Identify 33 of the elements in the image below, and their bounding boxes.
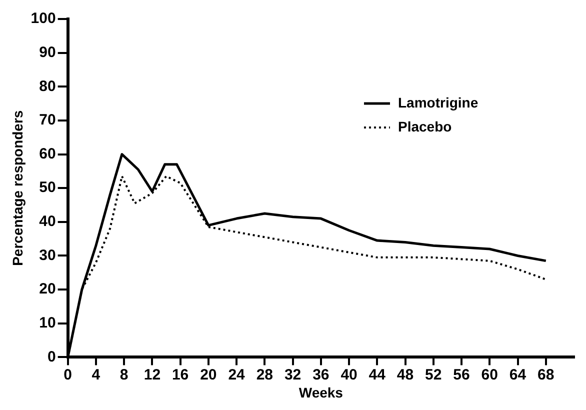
x-tick-label: 16: [172, 366, 189, 384]
y-tick-label: 40: [39, 213, 56, 230]
y-tick-label: 20: [39, 280, 56, 298]
x-tick-label: 64: [509, 366, 527, 384]
y-tick-label: 60: [39, 145, 56, 162]
x-tick-label: 32: [284, 366, 302, 384]
y-tick-label: 90: [39, 44, 56, 61]
x-axis-title: Weeks: [298, 384, 344, 400]
x-tick-label: 8: [120, 366, 128, 384]
y-tick-label: 50: [39, 179, 56, 196]
y-tick-label: 100: [30, 10, 56, 28]
x-tick-label: 52: [425, 366, 442, 384]
legend-label: Placebo: [398, 118, 452, 134]
x-tick-label: 48: [396, 366, 414, 384]
x-tick-label: 40: [340, 366, 358, 384]
x-tick-label: 20: [200, 366, 217, 384]
y-tick-label: 80: [39, 78, 56, 95]
x-tick-label: 56: [453, 366, 470, 384]
x-tick-label: 68: [538, 366, 554, 384]
x-tick-label: 24: [228, 366, 246, 384]
x-tick-label: 12: [144, 366, 161, 384]
x-tick-label: 0: [64, 366, 72, 384]
y-tick-label: 30: [39, 246, 56, 264]
x-tick-label: 4: [92, 366, 101, 384]
y-tick-label: 10: [39, 314, 56, 332]
legend-label: Lamotrigine: [398, 94, 478, 110]
x-tick-label: 60: [481, 366, 498, 384]
x-tick-label: 28: [256, 366, 274, 384]
x-tick-label: 36: [312, 366, 330, 384]
y-tick-label: 70: [39, 112, 56, 129]
y-axis-title: Percentage responders: [9, 110, 26, 266]
x-tick-label: 44: [368, 366, 386, 384]
y-tick-label: 0: [47, 348, 56, 366]
